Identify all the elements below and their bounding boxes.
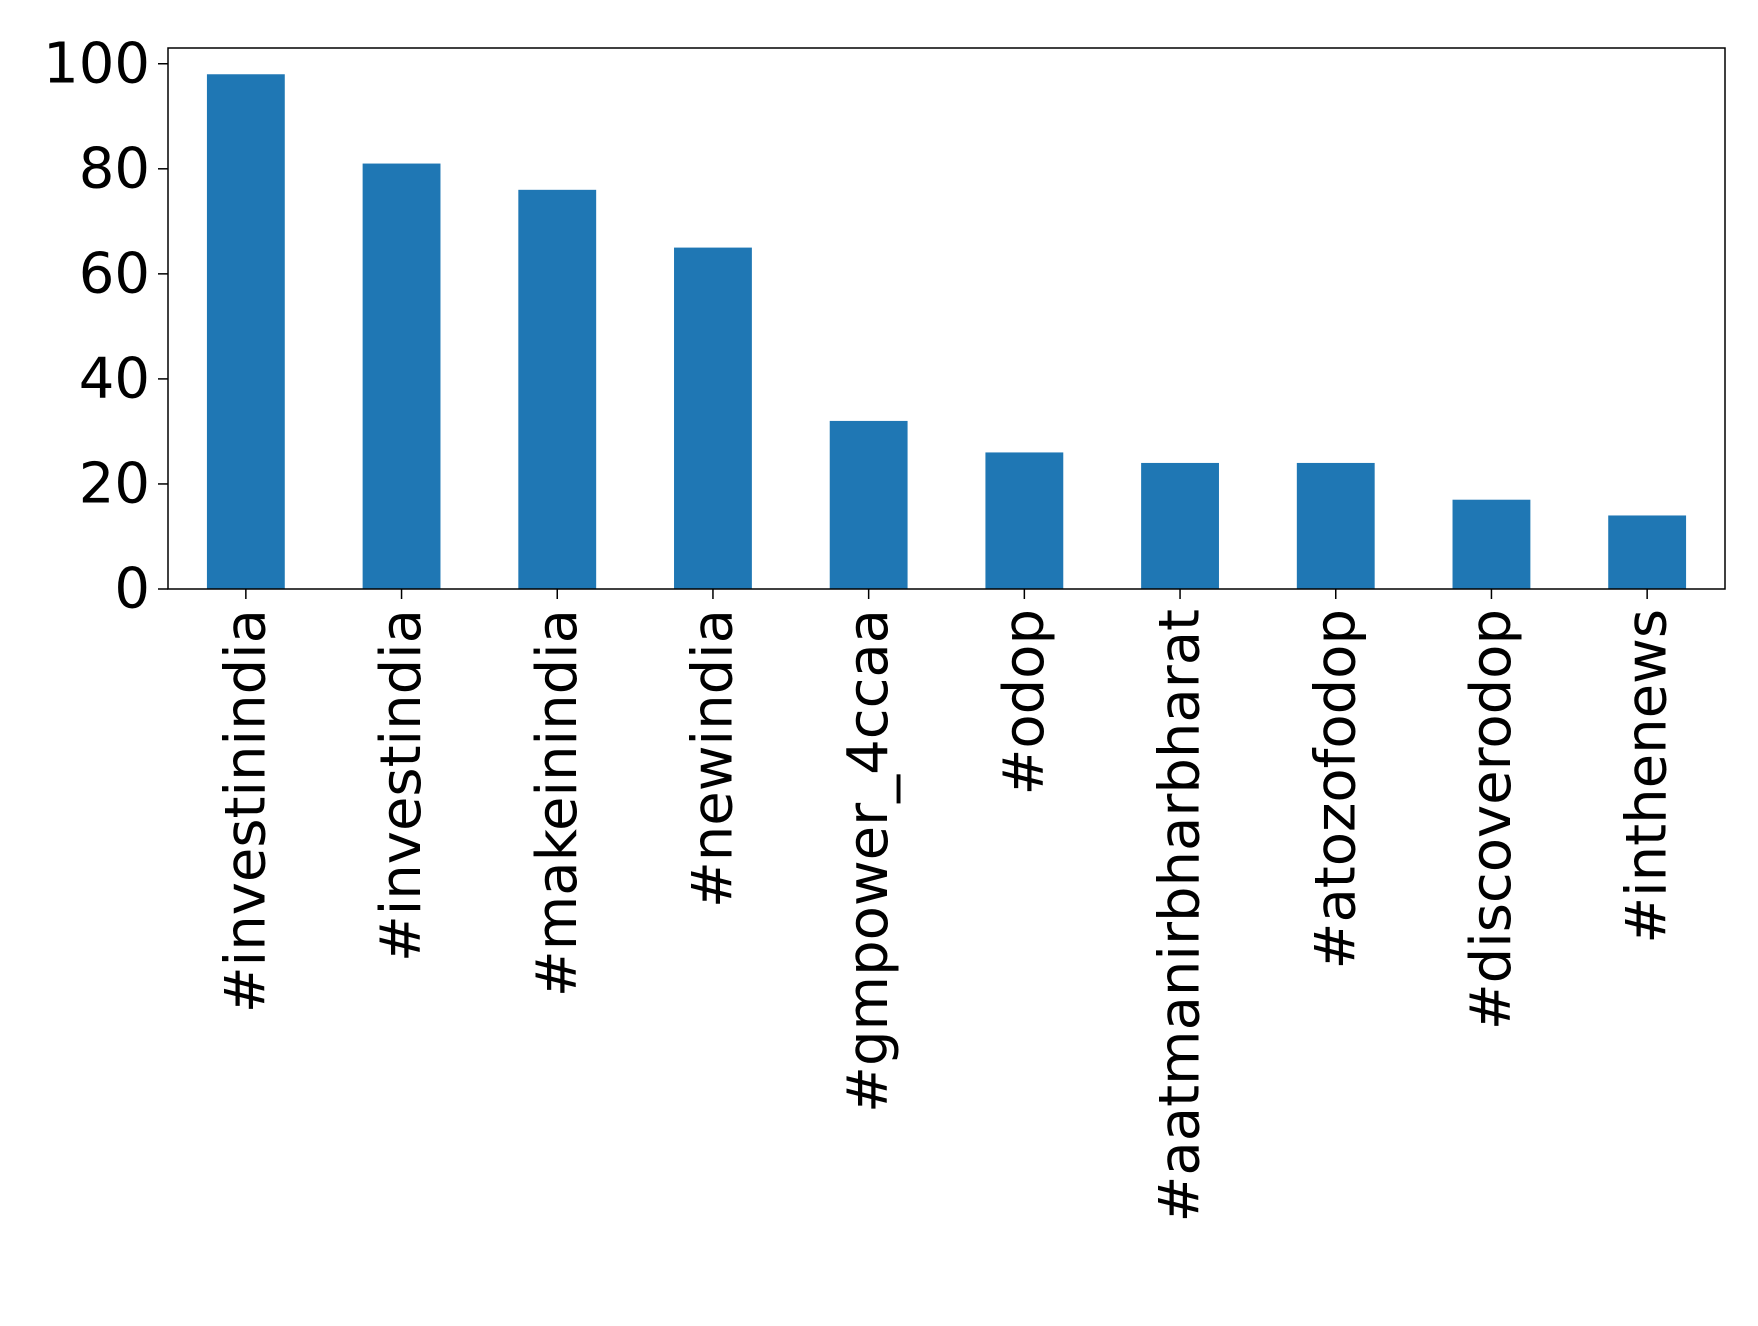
x-tick-label-3: #newindia xyxy=(680,609,745,908)
bar-2 xyxy=(518,189,597,589)
y-tick-label-0: 0 xyxy=(114,557,150,622)
bar-8 xyxy=(1452,499,1531,589)
bar-9 xyxy=(1608,515,1687,589)
bar-1 xyxy=(362,163,441,589)
y-tick-label-1: 20 xyxy=(79,451,150,516)
x-tick-label-7: #atozofodop xyxy=(1303,609,1368,969)
bars-group xyxy=(206,74,1687,590)
y-tick-label-3: 60 xyxy=(79,241,150,306)
y-tick-label-2: 40 xyxy=(79,346,150,411)
x-axis: #investinindia #investindia #makeinindia #n… xyxy=(213,589,1680,1222)
bar-3 xyxy=(674,247,752,590)
plot-frame xyxy=(167,47,1726,590)
x-tick-label-5: #odop xyxy=(992,609,1057,796)
bar-0 xyxy=(206,74,285,589)
y-tick-label-4: 80 xyxy=(79,136,150,201)
x-tick-label-4: #gmpower_4ccaa xyxy=(836,609,901,1113)
bar-5 xyxy=(985,452,1064,589)
x-tick-label-1: #investindia xyxy=(369,609,434,962)
y-axis: 0 20 40 60 80 100 xyxy=(43,31,168,622)
x-tick-label-2: #makeinindia xyxy=(525,609,590,997)
bar-6 xyxy=(1141,462,1219,589)
y-tick-label-5: 100 xyxy=(43,31,150,96)
x-tick-label-9: #inthenews xyxy=(1615,609,1680,944)
x-tick-label-8: #discoverodop xyxy=(1459,609,1524,1030)
bar-7 xyxy=(1296,462,1375,589)
x-tick-label-0: #investinindia xyxy=(213,609,278,1013)
x-tick-label-6: #aatmanirbharbharat xyxy=(1148,609,1213,1222)
bar-4 xyxy=(829,420,908,589)
